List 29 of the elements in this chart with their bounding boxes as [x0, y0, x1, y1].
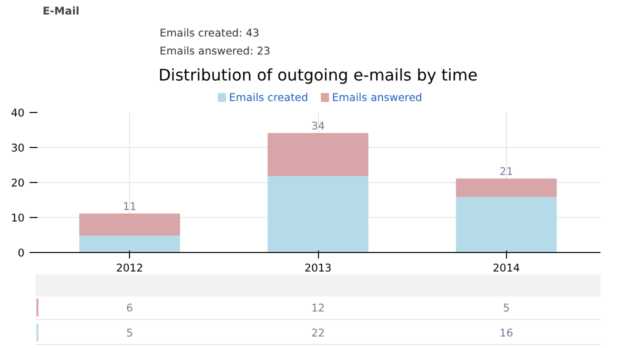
bar	[79, 234, 180, 252]
data-label: 5	[126, 326, 134, 340]
y-tick-label: 10	[10, 212, 25, 224]
text: Emails created: 43	[160, 26, 260, 40]
legend-label: Emails created	[228, 91, 308, 104]
data-label: 6	[126, 302, 134, 314]
bar	[456, 178, 557, 197]
x-tick-label: 2014	[492, 262, 520, 274]
data-label: 22	[311, 326, 325, 340]
bar	[268, 133, 368, 176]
total-label: 34	[311, 120, 325, 132]
data-label: 5	[502, 302, 510, 314]
bar	[456, 196, 557, 252]
chart-subtitle: E-Mail	[42, 4, 80, 18]
y-tick-label: 40	[10, 106, 25, 120]
total-label: 21	[500, 165, 514, 178]
legend-label: Emails answered	[332, 91, 422, 104]
x-tick-label: 2013	[304, 262, 332, 274]
total-label: 11	[122, 200, 136, 213]
text: Emails answered: 23	[160, 44, 270, 58]
data-label: 16	[500, 326, 514, 340]
bar	[268, 175, 368, 252]
y-tick-label: 30	[10, 142, 25, 154]
bar	[79, 214, 180, 236]
data-label: 12	[311, 302, 325, 314]
y-tick-label: 20	[10, 176, 25, 190]
x-tick-label: 2012	[116, 262, 144, 274]
y-tick-label: 0	[18, 246, 25, 260]
chart-title: Distribution of outgoing e-mails by time	[158, 66, 478, 84]
